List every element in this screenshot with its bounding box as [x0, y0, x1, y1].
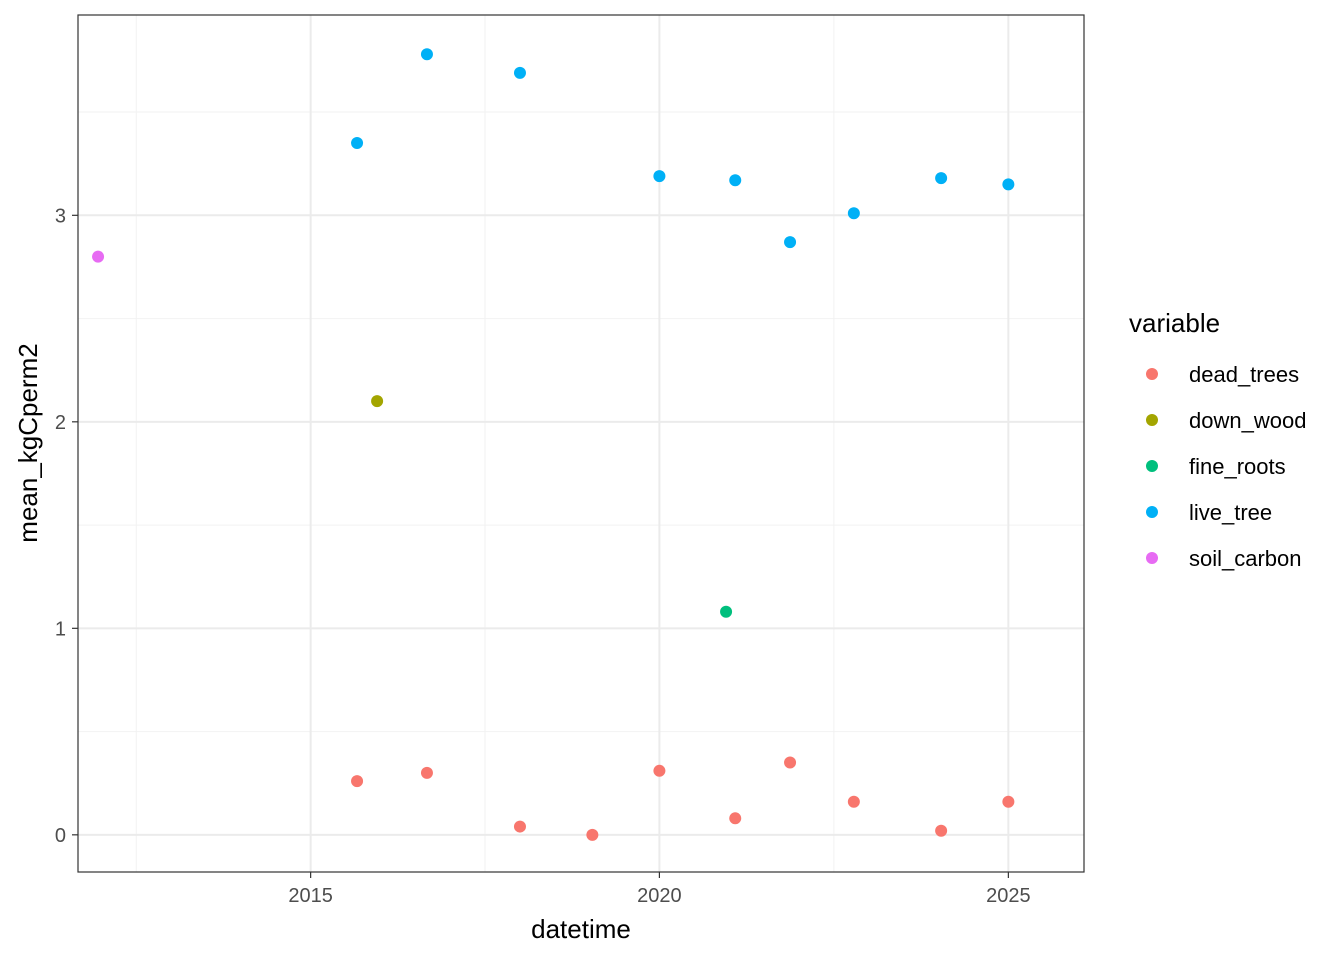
data-point-live-tree: [847, 207, 860, 220]
data-point-live-tree: [1002, 178, 1015, 191]
data-point-dead-trees: [351, 775, 364, 788]
x-axis-title: datetime: [531, 914, 631, 944]
panel-border: [77, 14, 1085, 873]
data-point-dead-trees: [513, 820, 526, 833]
data-point-soil-carbon: [92, 250, 105, 263]
data-point-live-tree: [729, 174, 742, 187]
minor-gridlines: [78, 15, 1084, 872]
data-point-dead-trees: [729, 812, 742, 825]
data-point-live-tree: [784, 236, 797, 249]
legend-key-live-tree: [1146, 506, 1158, 518]
legend-label: soil_carbon: [1189, 546, 1302, 571]
legend-key-dead-trees: [1146, 368, 1158, 380]
y-tick-label: 1: [55, 618, 66, 640]
data-point-dead-trees: [847, 795, 860, 808]
y-tick-label: 0: [55, 825, 66, 847]
legend-label: live_tree: [1189, 500, 1272, 525]
legend-key-fine-roots: [1146, 460, 1158, 472]
legend-items: dead_trees down_wood fine_roots live_treeso…: [1146, 362, 1306, 571]
y-tick-label: 2: [55, 412, 66, 434]
legend-key-soil-carbon: [1146, 552, 1158, 564]
data-point-down-wood: [371, 395, 384, 408]
data-point-live-tree: [420, 48, 433, 61]
y-axis-title: mean_kgCperm2: [13, 343, 43, 542]
data-point-dead-trees: [1002, 795, 1015, 808]
data-point-live-tree: [653, 170, 666, 183]
data-point-dead-trees: [653, 764, 666, 777]
data-point-dead-trees: [586, 828, 599, 841]
y-axis: 0 1 2 3: [55, 205, 78, 847]
legend-label: dead_trees: [1189, 362, 1299, 387]
data-point-fine-roots: [720, 605, 733, 618]
data-point-live-tree: [351, 137, 364, 150]
data-point-dead-trees: [935, 824, 948, 837]
x-tick-label: 2020: [637, 885, 682, 907]
legend-key-down-wood: [1146, 414, 1158, 426]
legend: variable dead_trees down_wood fine_rootsli…: [1129, 308, 1306, 571]
y-tick-label: 3: [55, 205, 66, 227]
x-axis: 2015 2020 2025: [288, 872, 1031, 907]
x-tick-label: 2015: [288, 885, 333, 907]
data-point-live-tree: [935, 172, 948, 185]
legend-label: down_wood: [1189, 408, 1306, 433]
data-point-dead-trees: [784, 756, 797, 769]
legend-title: variable: [1129, 308, 1220, 338]
data-point-dead-trees: [420, 766, 433, 779]
data-point-live-tree: [513, 66, 526, 79]
x-tick-label: 2025: [986, 885, 1031, 907]
data-points: [92, 48, 1015, 841]
legend-label: fine_roots: [1189, 454, 1286, 479]
major-gridlines: [78, 15, 1084, 872]
